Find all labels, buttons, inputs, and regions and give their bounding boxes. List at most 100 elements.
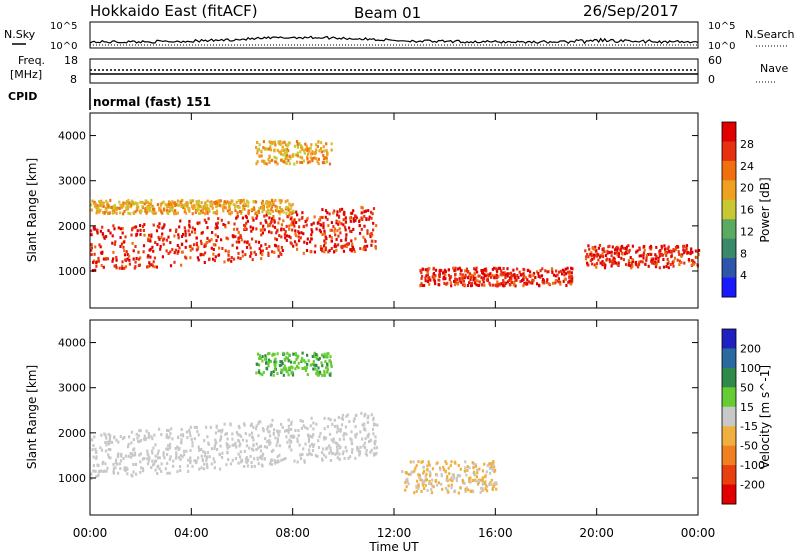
heatmap-cell — [423, 480, 426, 483]
heatmap-cell — [310, 453, 313, 457]
heatmap-cell — [349, 437, 352, 441]
heatmap-cell — [625, 263, 628, 267]
heatmap-cell — [114, 240, 117, 244]
heatmap-cell — [184, 211, 188, 215]
heatmap-cell — [349, 229, 352, 233]
heatmap-cell — [162, 242, 165, 246]
heatmap-cell — [420, 282, 423, 286]
heatmap-cell — [460, 276, 463, 280]
heatmap-cell — [488, 281, 491, 285]
heatmap-cell — [206, 199, 209, 203]
heatmap-cell — [273, 360, 276, 364]
heatmap-cell — [275, 207, 278, 211]
heatmap-cell — [208, 239, 211, 243]
heatmap-cell — [125, 206, 128, 210]
heatmap-cell — [481, 283, 484, 287]
heatmap-cell — [181, 455, 184, 459]
heatmap-cell — [417, 485, 420, 489]
heatmap-cell — [650, 261, 654, 265]
heatmap-cell — [442, 271, 445, 275]
heatmap-cell — [123, 249, 126, 253]
heatmap-cell — [603, 266, 607, 270]
heatmap-cell — [234, 209, 237, 213]
heatmap-cell — [479, 486, 483, 490]
heatmap-cell — [415, 464, 418, 468]
heatmap-cell — [262, 140, 265, 144]
heatmap-cell — [280, 158, 283, 162]
heatmap-cell — [362, 235, 365, 239]
heatmap-cell — [326, 211, 329, 215]
heatmap-cell — [328, 234, 331, 238]
heatmap-cell — [174, 248, 177, 252]
heatmap-cell — [347, 456, 350, 460]
heatmap-cell — [510, 277, 513, 281]
heatmap-cell — [157, 449, 160, 453]
heatmap-cell — [330, 365, 333, 369]
heatmap-cell — [136, 229, 139, 233]
heatmap-cell — [271, 224, 274, 228]
heatmap-cell — [218, 246, 221, 250]
heatmap-cell — [674, 245, 678, 249]
heatmap-cell — [329, 418, 332, 422]
heatmap-cell — [518, 270, 521, 274]
heatmap-cell — [287, 418, 290, 422]
heatmap-cell — [327, 417, 330, 421]
heatmap-cell — [333, 209, 336, 213]
heatmap-cell — [100, 433, 103, 437]
heatmap-cell — [311, 150, 314, 154]
heatmap-cell — [267, 251, 270, 255]
heatmap-cell — [271, 201, 274, 205]
heatmap-cell — [251, 237, 254, 241]
heatmap-cell — [173, 212, 176, 216]
heatmap-cell — [200, 231, 203, 235]
heatmap-cell — [359, 430, 362, 434]
heatmap-cell — [218, 203, 222, 207]
heatmap-cell — [369, 235, 372, 239]
heatmap-cell — [312, 445, 315, 448]
heatmap-cell — [219, 438, 222, 442]
heatmap-cell — [173, 260, 176, 264]
cpid-mode: normal (fast) 151 — [93, 95, 211, 109]
heatmap-cell — [345, 233, 348, 237]
heatmap-cell — [473, 267, 476, 271]
velocity-ylabel: Slant Range [km] — [25, 365, 39, 469]
heatmap-cell — [196, 221, 199, 225]
heatmap-cell — [317, 446, 321, 449]
heatmap-cell — [554, 281, 557, 285]
heatmap-cell — [286, 156, 289, 160]
heatmap-cell — [237, 461, 240, 465]
heatmap-cell — [107, 448, 110, 451]
heatmap-cell — [252, 226, 255, 230]
heatmap-cell — [430, 482, 433, 486]
heatmap-cell — [619, 249, 622, 252]
heatmap-cell — [335, 248, 338, 252]
heatmap-cell — [513, 281, 516, 284]
heatmap-cell — [269, 459, 273, 463]
heatmap-cell — [323, 416, 326, 420]
heatmap-cell — [466, 284, 470, 287]
heatmap-cell — [500, 269, 503, 273]
heatmap-cell — [340, 239, 343, 243]
heatmap-cell — [611, 262, 614, 266]
heatmap-cell — [372, 432, 375, 436]
heatmap-cell — [178, 225, 181, 229]
heatmap-cell — [320, 361, 323, 365]
heatmap-cell — [323, 371, 326, 375]
heatmap-cell — [498, 282, 501, 286]
heatmap-cell — [309, 250, 312, 254]
heatmap-cell — [597, 253, 600, 257]
heatmap-cell — [458, 277, 461, 281]
heatmap-cell — [483, 481, 486, 485]
heatmap-cell — [496, 280, 499, 284]
heatmap-cell — [481, 487, 484, 490]
heatmap-cell — [405, 478, 408, 482]
heatmap-cell — [191, 204, 194, 208]
heatmap-cell — [320, 141, 323, 145]
heatmap-cell — [474, 276, 477, 280]
heatmap-cell — [225, 463, 228, 467]
heatmap-cell — [672, 264, 675, 268]
heatmap-cell — [282, 373, 285, 377]
heatmap-cell — [312, 443, 316, 447]
heatmap-cell — [306, 353, 309, 357]
